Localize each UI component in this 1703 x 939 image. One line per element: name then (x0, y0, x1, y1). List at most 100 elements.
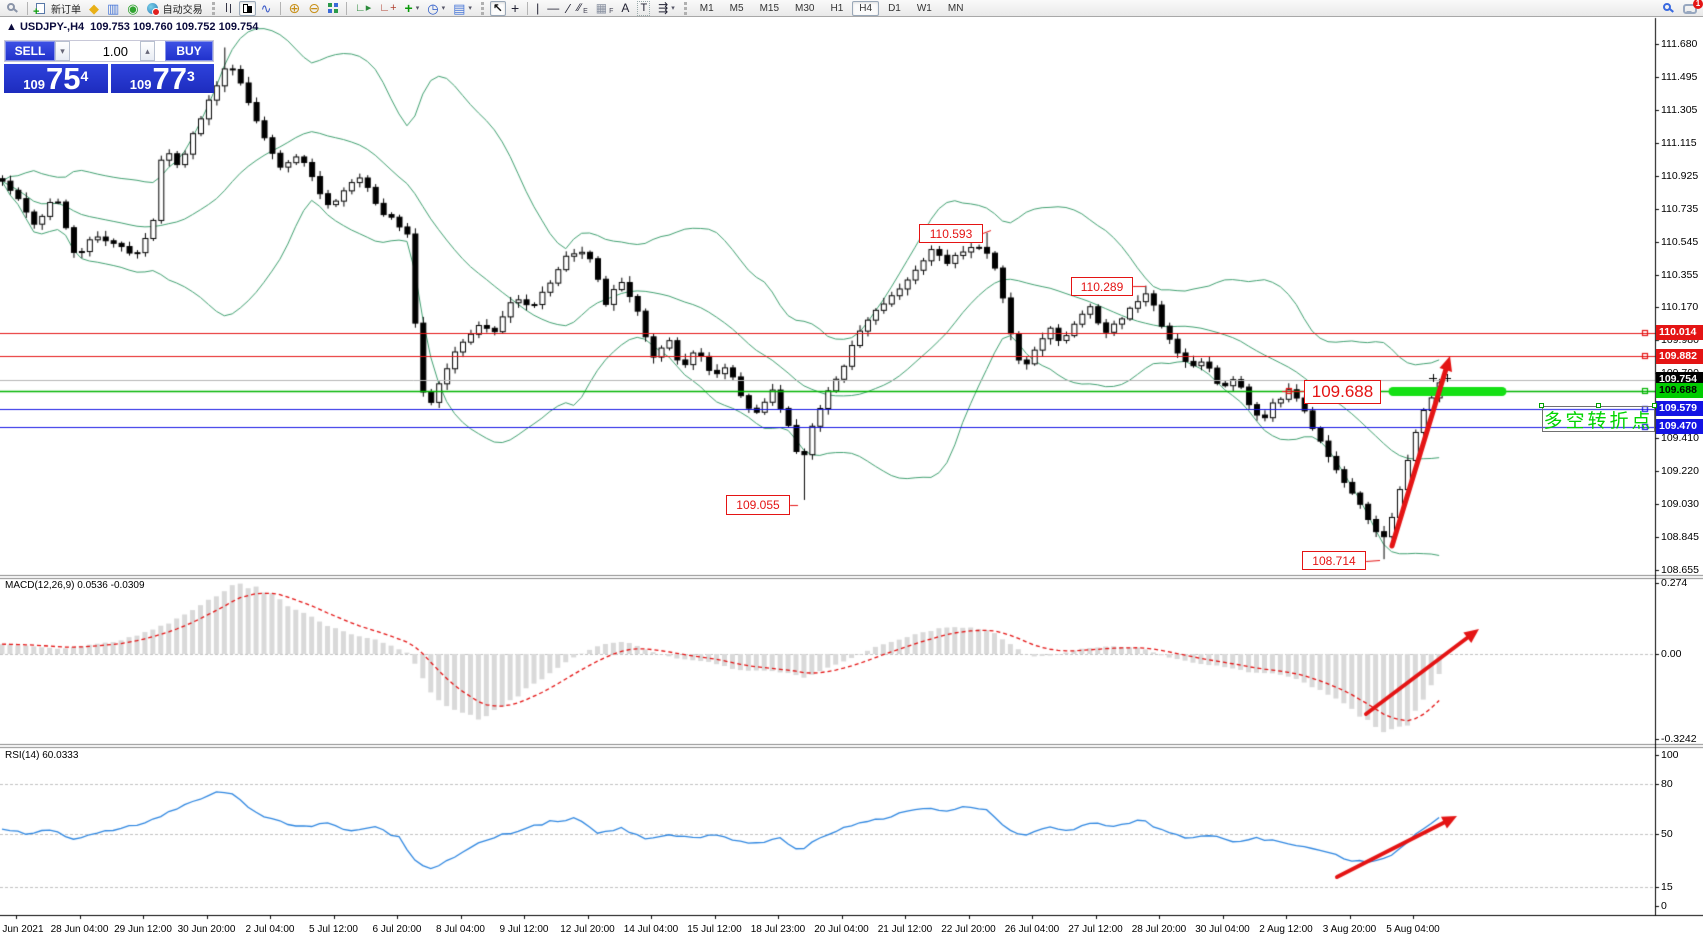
toolbar-grip (683, 1, 687, 15)
new-order-button[interactable]: 新订单 (33, 1, 84, 18)
search-icon[interactable] (1659, 1, 1678, 16)
chat-icon[interactable]: 1 (1680, 0, 1703, 16)
timeframe-w1[interactable]: W1 (916, 2, 932, 14)
tile-windows-icon[interactable] (325, 1, 341, 16)
styler-icon-glyph: ◆ (89, 0, 99, 16)
fibonacci-tool-icon-glyph: ▦ (595, 0, 608, 15)
chart-shift-icon-glyph: ∟+ (379, 1, 397, 14)
chinese-note-annotation[interactable]: 多空转折点 (1542, 406, 1655, 432)
price-tick: 110.170 (1661, 301, 1699, 313)
bar-chart-icon[interactable] (221, 1, 237, 16)
swing-price-annotation[interactable]: 109.688 (1304, 380, 1381, 404)
tiles-icon (328, 3, 338, 13)
annotation-handle[interactable] (1539, 403, 1544, 408)
icon-subscript: E (583, 7, 588, 15)
hline-tool-icon[interactable]: — (544, 1, 562, 16)
auto-scroll-icon[interactable]: ∟▸ (352, 1, 374, 16)
annotation-handle[interactable] (1595, 403, 1601, 408)
periods-glyph: ◷ (427, 0, 439, 16)
zoom-in-icon[interactable]: ⊕ (286, 1, 304, 16)
price-tick: 111.680 (1661, 38, 1698, 50)
macd-axis-label: 0.274 (1661, 577, 1688, 589)
template-button[interactable]: ▤ ▾ (450, 1, 475, 16)
toolbar-separator (27, 1, 28, 15)
buy-button[interactable]: BUY (165, 41, 213, 61)
add-chart-button[interactable]: + ▾ (402, 1, 423, 16)
price-tag: 109.579 (1656, 401, 1703, 416)
date-label: 30 Jul 04:00 (1195, 924, 1250, 935)
timeframe-h4[interactable]: H4 (852, 0, 880, 16)
add-chart-glyph: + (404, 0, 413, 16)
market-watch-icon[interactable]: ▥ (104, 1, 122, 16)
candle-chart-icon[interactable] (238, 0, 256, 16)
template-glyph: ▤ (453, 0, 466, 16)
zoom-out-icon-glyph: ⊖ (308, 0, 321, 16)
fibonacci-tool-icon[interactable]: ▦ F (593, 1, 617, 16)
price-tick: 110.735 (1661, 203, 1699, 215)
signal-icon[interactable]: ◉ (124, 1, 141, 16)
cursor-tool-icon[interactable]: ↖ (489, 0, 506, 16)
price-tick: 110.355 (1661, 269, 1699, 281)
sell-price[interactable]: 109 75 4 (4, 63, 108, 94)
timeframe-m5[interactable]: M5 (729, 2, 744, 14)
chat-bubble-icon (1683, 3, 1697, 14)
channel-tool-icon[interactable]: ∕∕ E (574, 1, 590, 16)
swing-price-annotation[interactable]: 110.593 (919, 224, 983, 243)
date-label: 15 Jul 12:00 (687, 924, 742, 935)
magnifier-icon[interactable] (3, 1, 22, 16)
swing-price-annotation[interactable]: 110.289 (1071, 277, 1133, 296)
date-label: 5 Aug 04:00 (1386, 924, 1440, 935)
crosshair-tool-icon-glyph: + (510, 0, 520, 16)
timeframe-d1[interactable]: D1 (888, 2, 901, 14)
volume-decrease-button[interactable]: ▾ (55, 41, 70, 61)
zoom-out-icon[interactable]: ⊖ (305, 1, 323, 16)
macd-axis-label: 0.00 (1661, 648, 1682, 660)
sell-button[interactable]: SELL (5, 41, 55, 61)
timeframe-m15[interactable]: M15 (759, 2, 780, 14)
vline-tool-icon[interactable]: | (533, 1, 542, 16)
price-tick: 109.220 (1661, 465, 1699, 477)
buy-price[interactable]: 109 77 3 (110, 61, 214, 96)
styler-icon[interactable]: ◆ (86, 1, 102, 16)
periods-button[interactable]: ◷ ▾ (424, 1, 448, 16)
annotation-handle[interactable] (1652, 403, 1657, 408)
sell-price-pip: 4 (80, 68, 89, 84)
label-tool-icon[interactable]: T (634, 0, 653, 16)
symbol-period-label: ▲ USDJPY-,H4 (6, 21, 85, 33)
auto-trading-button[interactable]: 自动交易 (144, 1, 206, 16)
price-tick: 111.305 (1661, 104, 1698, 116)
rsi-axis-label: 15 (1661, 881, 1673, 893)
cursor-tool-icon-glyph: ↖ (492, 0, 503, 15)
price-tick: 109.030 (1661, 498, 1699, 510)
trendline-tool-icon[interactable]: ∕ (564, 1, 572, 16)
chart-shift-icon[interactable]: ∟+ (376, 1, 399, 16)
arrows-tool-button[interactable]: ⇶ ▾ (655, 1, 678, 16)
date-label: 26 Jul 04:00 (1004, 924, 1060, 935)
swing-price-annotation[interactable]: 108.714 (1302, 551, 1366, 570)
rsi-axis-label: 80 (1661, 778, 1673, 790)
vline-tool-icon-glyph: | (536, 0, 540, 15)
label-tool-icon-glyph: T (637, 0, 651, 16)
channel-tool-icon-glyph: ∕∕ (577, 1, 582, 14)
date-label: 12 Jul 20:00 (560, 924, 615, 935)
crosshair-tool-icon[interactable]: + (508, 1, 522, 16)
buy-price-big: 77 (152, 61, 187, 96)
new-order-label: 新订单 (51, 4, 81, 16)
line-chart-icon[interactable]: ∿ (258, 1, 275, 16)
icon-subscript: F (609, 7, 614, 15)
volume-increase-button[interactable]: ▴ (140, 41, 155, 61)
date-label: 28 Jul 20:00 (1131, 924, 1187, 935)
price-tick: 110.925 (1661, 170, 1699, 182)
zoom-in-icon-glyph: ⊕ (288, 0, 301, 16)
toolbar-separator (279, 1, 281, 15)
swing-price-annotation[interactable]: 109.055 (726, 495, 790, 515)
timeframe-m30[interactable]: M30 (795, 2, 815, 14)
volume-input[interactable] (70, 41, 140, 61)
date-label: 24 Jun 2021 (0, 924, 44, 935)
timeframe-m1[interactable]: M1 (699, 2, 714, 14)
date-label: 6 Jul 20:00 (372, 924, 422, 935)
timeframe-h1[interactable]: H1 (830, 2, 844, 14)
text-tool-icon[interactable]: A (618, 1, 632, 16)
timeframe-mn[interactable]: MN (947, 2, 964, 14)
